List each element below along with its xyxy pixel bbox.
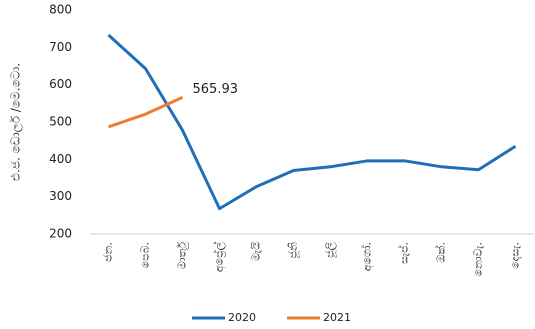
x-tick-label: සැප්. <box>396 242 410 264</box>
legend-label: 2020 <box>228 311 256 324</box>
x-tick-label: මාර්තු <box>176 242 189 269</box>
x-tick-label: නොවැ. <box>472 242 485 277</box>
y-tick-label: 700 <box>49 40 72 54</box>
series-line <box>108 96 184 129</box>
data-label: 565.93 <box>193 82 239 97</box>
y-tick-label: 500 <box>49 115 72 129</box>
x-tick-label: දෙසැ. <box>509 242 522 269</box>
x-tick-label: ජන. <box>102 242 115 262</box>
y-tick-label: 800 <box>49 3 72 17</box>
y-tick-label: 300 <box>49 189 72 203</box>
x-tick-label: ජූලි <box>324 241 338 258</box>
y-tick-label: 200 <box>49 227 72 241</box>
x-tick-label: අගෝ. <box>360 242 375 271</box>
y-tick-label: 600 <box>49 77 72 91</box>
x-tick-label: පෙබ. <box>139 242 152 268</box>
x-tick-label: මැයි <box>250 242 263 261</box>
x-tick-label: ඔක්. <box>433 242 447 263</box>
legend-label: 2021 <box>323 311 351 324</box>
x-tick-label: අප්‍රේල් <box>211 241 226 272</box>
y-axis-label: එ.ජ. ඩොලර් /මෙ.ටො. <box>9 63 24 181</box>
x-tick-label: ජූනි <box>287 242 300 259</box>
series-line <box>107 33 517 211</box>
y-tick-label: 400 <box>49 152 72 166</box>
